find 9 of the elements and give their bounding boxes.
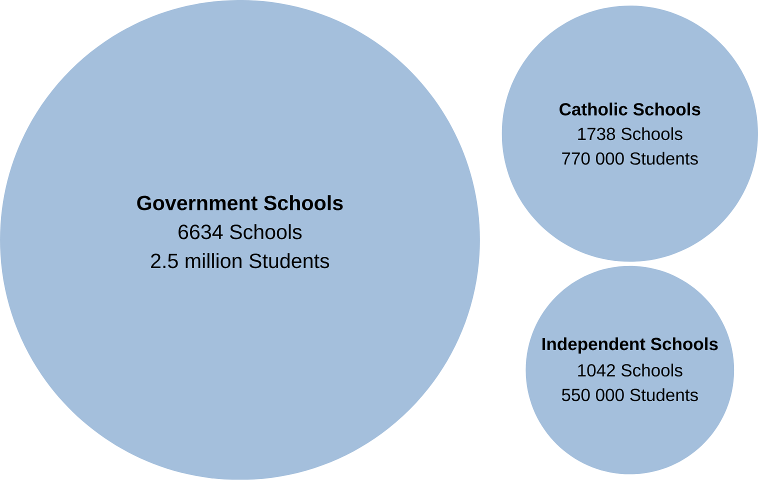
data-label: 550 000 Students xyxy=(562,388,698,402)
category-label: Government Schools xyxy=(137,195,343,210)
data-label: 6634 Schools xyxy=(178,224,302,240)
data-label: 770 000 Students xyxy=(562,152,698,165)
data-label: 1042 Schools xyxy=(578,364,682,377)
category-label: Catholic Schools xyxy=(560,102,700,116)
data-label: 1738 Schools xyxy=(578,127,682,140)
data-label: 2.5 million Students xyxy=(151,253,330,268)
category-label: Independent Schools xyxy=(542,337,718,354)
